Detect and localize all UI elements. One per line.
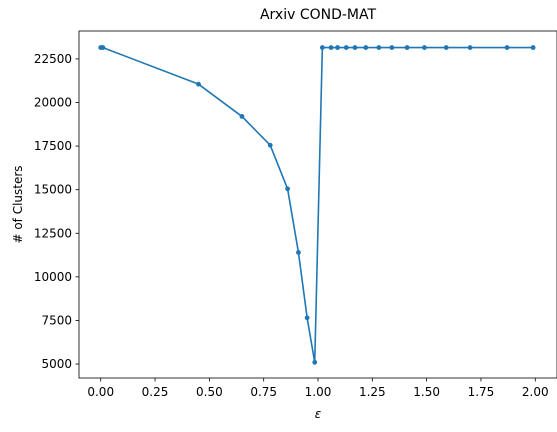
data-point xyxy=(285,186,290,192)
x-tick-label: 1.50 xyxy=(413,385,440,399)
data-point xyxy=(352,45,358,50)
y-tick-label: 10000 xyxy=(34,270,72,284)
data-point xyxy=(343,45,349,50)
series-line xyxy=(100,46,534,364)
data-point xyxy=(530,45,536,50)
data-point xyxy=(335,45,340,50)
y-tick-label: 5000 xyxy=(41,357,72,371)
y-tick-label: 20000 xyxy=(34,95,72,109)
data-point xyxy=(422,45,427,50)
x-tick-label: 0.75 xyxy=(250,385,277,399)
x-tick-label: 1.00 xyxy=(305,385,332,399)
x-tick-label: 1.75 xyxy=(468,385,495,399)
y-tick-label: 7500 xyxy=(41,313,72,327)
x-axis: 0.00 0.25 0.50 0.75 1.00 1.25 1.50 1.75 2.00 xyxy=(87,378,549,399)
x-tick-label: 0.50 xyxy=(196,385,223,399)
data-point xyxy=(443,45,449,50)
data-point xyxy=(267,142,273,148)
data-point xyxy=(100,45,106,50)
data-point xyxy=(404,45,410,50)
data-point xyxy=(363,45,369,50)
x-tick-label: 2.00 xyxy=(522,385,549,399)
data-point xyxy=(389,45,395,50)
y-tick-label: 12500 xyxy=(34,226,72,240)
data-point xyxy=(304,315,310,321)
data-point xyxy=(319,45,325,50)
y-tick-label: 15000 xyxy=(34,183,72,197)
data-point xyxy=(312,359,318,365)
y-tick-label: 22500 xyxy=(34,52,72,66)
y-tick-label: 17500 xyxy=(34,139,72,153)
chart-title: Arxiv COND-MAT xyxy=(260,7,377,23)
x-axis-label: ε xyxy=(315,407,322,421)
x-tick-label: 0.25 xyxy=(142,385,169,399)
series-group xyxy=(98,45,536,365)
x-tick-label: 1.25 xyxy=(359,385,386,399)
data-point xyxy=(504,45,510,50)
y-axis: 5000 7500 10000 12500 15000 17500 20000 22500 xyxy=(34,52,79,371)
data-point xyxy=(376,45,382,50)
data-point xyxy=(296,250,301,255)
x-tick-label: 0.00 xyxy=(87,385,114,399)
data-point xyxy=(196,81,201,87)
data-point xyxy=(239,114,245,119)
data-point xyxy=(467,45,473,50)
plot-frame xyxy=(78,30,557,379)
data-point xyxy=(328,45,334,50)
y-axis-label: # of Clusters xyxy=(11,165,25,243)
